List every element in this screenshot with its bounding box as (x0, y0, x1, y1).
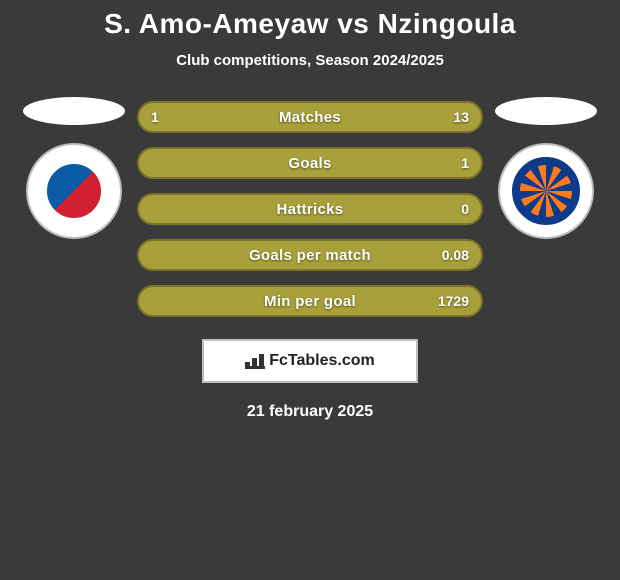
club-left-badge (26, 143, 122, 239)
player-right-placeholder (495, 97, 597, 125)
left-player-col (23, 97, 125, 239)
player-left-placeholder (23, 97, 125, 125)
stat-right-value: 0.08 (442, 247, 469, 263)
stat-right-value: 1 (461, 155, 469, 171)
brand-box: FcTables.com (202, 339, 418, 383)
stat-label: Goals per match (249, 247, 371, 264)
stat-right-value: 13 (453, 109, 469, 125)
stat-row-goals-per-match: Goals per match 0.08 (137, 239, 483, 271)
comparison-card: S. Amo-Ameyaw vs Nzingoula Club competit… (0, 0, 620, 421)
main-row: 1 Matches 13 Goals 1 Hattricks 0 Goals p… (0, 97, 620, 317)
stats-bars: 1 Matches 13 Goals 1 Hattricks 0 Goals p… (137, 97, 483, 317)
stat-right-value: 0 (461, 201, 469, 217)
stat-label: Min per goal (264, 293, 356, 310)
stat-row-min-per-goal: Min per goal 1729 (137, 285, 483, 317)
stat-label: Goals (288, 155, 331, 172)
stat-row-hattricks: Hattricks 0 (137, 193, 483, 225)
bar-chart-icon (245, 353, 265, 369)
stat-row-matches: 1 Matches 13 (137, 101, 483, 133)
stat-left-value: 1 (151, 109, 159, 125)
stat-row-goals: Goals 1 (137, 147, 483, 179)
stat-right-value: 1729 (438, 293, 469, 309)
brand-text: FcTables.com (269, 352, 375, 370)
stat-label: Hattricks (277, 201, 344, 218)
right-player-col (495, 97, 597, 239)
date: 21 february 2025 (0, 403, 620, 421)
club-right-inner (512, 157, 580, 225)
subtitle: Club competitions, Season 2024/2025 (0, 52, 620, 69)
club-right-badge (498, 143, 594, 239)
title: S. Amo-Ameyaw vs Nzingoula (0, 8, 620, 40)
stat-label: Matches (279, 109, 341, 126)
club-left-inner (44, 161, 104, 221)
